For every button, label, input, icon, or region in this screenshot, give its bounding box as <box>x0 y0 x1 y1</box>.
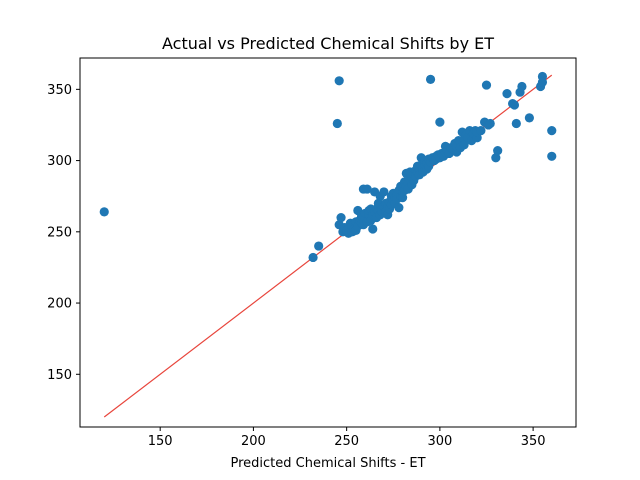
data-point <box>314 241 324 251</box>
data-point <box>99 207 109 217</box>
data-point <box>435 117 445 127</box>
axes-frame <box>79 57 577 428</box>
data-point <box>485 118 495 129</box>
chart-title: Actual vs Predicted Chemical Shifts by E… <box>162 34 494 53</box>
data-point <box>509 100 520 110</box>
y-tick-label: 300 <box>47 154 72 169</box>
y-tick-label: 350 <box>47 83 72 98</box>
data-point <box>394 202 404 213</box>
plot-area <box>79 57 577 428</box>
data-point <box>308 252 318 263</box>
data-point <box>397 193 408 203</box>
x-axis-ticks: 150 200 250 300 350 <box>148 427 546 449</box>
data-point <box>547 151 557 161</box>
x-axis-label: Predicted Chemical Shifts - ET <box>230 456 425 471</box>
x-tick-label: 350 <box>521 434 546 449</box>
data-point <box>511 118 521 129</box>
data-point <box>334 76 344 86</box>
data-point <box>537 77 548 87</box>
x-tick-label: 150 <box>148 434 173 449</box>
data-point <box>425 74 436 84</box>
y-tick-label: 200 <box>47 297 72 312</box>
data-point <box>368 224 378 234</box>
data-point <box>476 126 486 136</box>
data-point <box>362 184 372 194</box>
data-point <box>491 153 501 163</box>
data-point <box>524 113 534 123</box>
data-point <box>379 187 389 197</box>
x-tick-label: 250 <box>334 434 359 449</box>
data-point <box>517 81 527 92</box>
y-tick-label: 250 <box>47 225 72 240</box>
data-point <box>332 118 342 129</box>
x-tick-label: 300 <box>427 434 452 449</box>
data-point <box>459 140 469 150</box>
x-tick-label: 200 <box>241 434 266 449</box>
y-tick-label: 150 <box>47 368 72 383</box>
y-axis-ticks: 150 200 250 300 350 <box>47 83 80 383</box>
data-point <box>493 146 503 156</box>
data-point <box>481 80 492 90</box>
data-point <box>336 212 346 223</box>
data-point <box>502 89 512 99</box>
data-point <box>547 126 557 136</box>
